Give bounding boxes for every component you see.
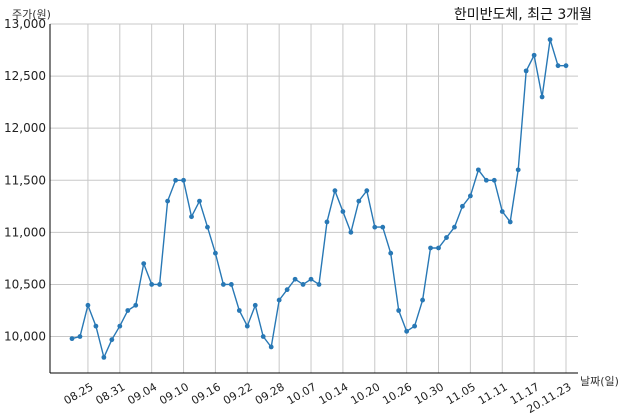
x-axis-label: 날짜(일): [580, 375, 619, 388]
data-point: [157, 282, 163, 287]
data-point: [475, 167, 481, 173]
data-point: [244, 323, 250, 329]
y-tick-label: 10,000: [4, 330, 46, 344]
data-point: [252, 302, 258, 308]
data-point: [149, 282, 155, 287]
data-point: [93, 323, 99, 329]
x-tick-label: 09.04: [125, 380, 159, 407]
data-point: [499, 209, 505, 214]
data-point: [300, 282, 306, 287]
x-tick-label: 08.31: [94, 380, 128, 407]
data-point: [491, 177, 497, 183]
data-point: [444, 235, 449, 240]
data-point: [165, 198, 171, 204]
data-point: [483, 177, 489, 183]
data-point: [539, 94, 545, 100]
data-point: [523, 68, 529, 74]
data-point: [205, 224, 210, 230]
data-point: [69, 336, 75, 342]
x-tick-label: 10.26: [380, 380, 414, 407]
data-point: [197, 198, 202, 204]
data-point: [356, 198, 362, 204]
data-point: [452, 224, 457, 230]
data-point: [380, 224, 386, 230]
data-point: [404, 328, 410, 334]
data-point: [467, 193, 473, 199]
data-point: [396, 308, 402, 313]
data-point: [181, 177, 186, 183]
x-tick-label: 09.28: [253, 380, 287, 407]
data-point: [372, 224, 378, 230]
x-tick-label: 11.11: [476, 380, 510, 407]
y-axis-label: 주가(원): [12, 8, 51, 21]
chart-title: 한미반도체, 최근 3개월: [453, 7, 592, 23]
x-tick-label: 09.16: [189, 380, 223, 407]
data-point: [428, 245, 433, 251]
data-point: [85, 302, 91, 308]
data-point: [388, 250, 394, 256]
data-point: [284, 287, 290, 293]
data-point: [555, 63, 561, 69]
data-point: [308, 276, 314, 282]
data-point: [236, 308, 242, 313]
data-point: [507, 219, 513, 225]
x-tick-label: 09.10: [157, 380, 191, 407]
data-point: [531, 52, 537, 58]
data-point: [348, 229, 354, 235]
x-tick-label: 10.30: [412, 380, 446, 407]
data-point: [515, 167, 521, 173]
x-tick-label: 09.22: [221, 380, 255, 407]
data-point: [436, 245, 441, 251]
data-point: [228, 282, 234, 287]
data-point: [460, 203, 465, 209]
y-tick-label: 11,000: [4, 225, 46, 239]
x-tick-label: 10.14: [317, 380, 351, 407]
data-point: [268, 344, 274, 350]
series-line: [71, 39, 566, 360]
data-point: [260, 334, 266, 339]
y-tick-label: 10,500: [4, 277, 46, 291]
data-point: [77, 334, 83, 339]
data-point: [316, 282, 322, 287]
data-point: [189, 214, 194, 220]
y-tick-label: 11,500: [4, 173, 46, 187]
data-point: [412, 323, 418, 329]
x-tick-label: 11.05: [444, 380, 478, 407]
data-point: [173, 177, 178, 183]
data-point: [101, 354, 107, 360]
data-point: [292, 276, 298, 282]
data-point: [117, 323, 123, 329]
data-point: [420, 297, 425, 303]
data-point: [276, 297, 282, 303]
data-point: [332, 188, 338, 194]
x-tick-label: 10.07: [285, 380, 319, 407]
data-point: [364, 188, 370, 194]
data-point: [340, 209, 346, 214]
data-point: [213, 250, 218, 256]
data-point: [563, 63, 569, 69]
data-point: [324, 219, 330, 225]
y-tick-label: 12,000: [4, 121, 46, 135]
data-point: [220, 282, 226, 287]
data-point: [141, 261, 147, 267]
y-tick-label: 13,000: [4, 17, 46, 31]
y-tick-label: 12,500: [4, 69, 46, 83]
data-point: [547, 37, 553, 43]
x-tick-label: 08.25: [62, 380, 96, 407]
x-tick-label: 10.20: [348, 380, 382, 407]
data-point: [109, 337, 115, 343]
data-point: [133, 302, 139, 308]
data-point: [125, 308, 131, 313]
